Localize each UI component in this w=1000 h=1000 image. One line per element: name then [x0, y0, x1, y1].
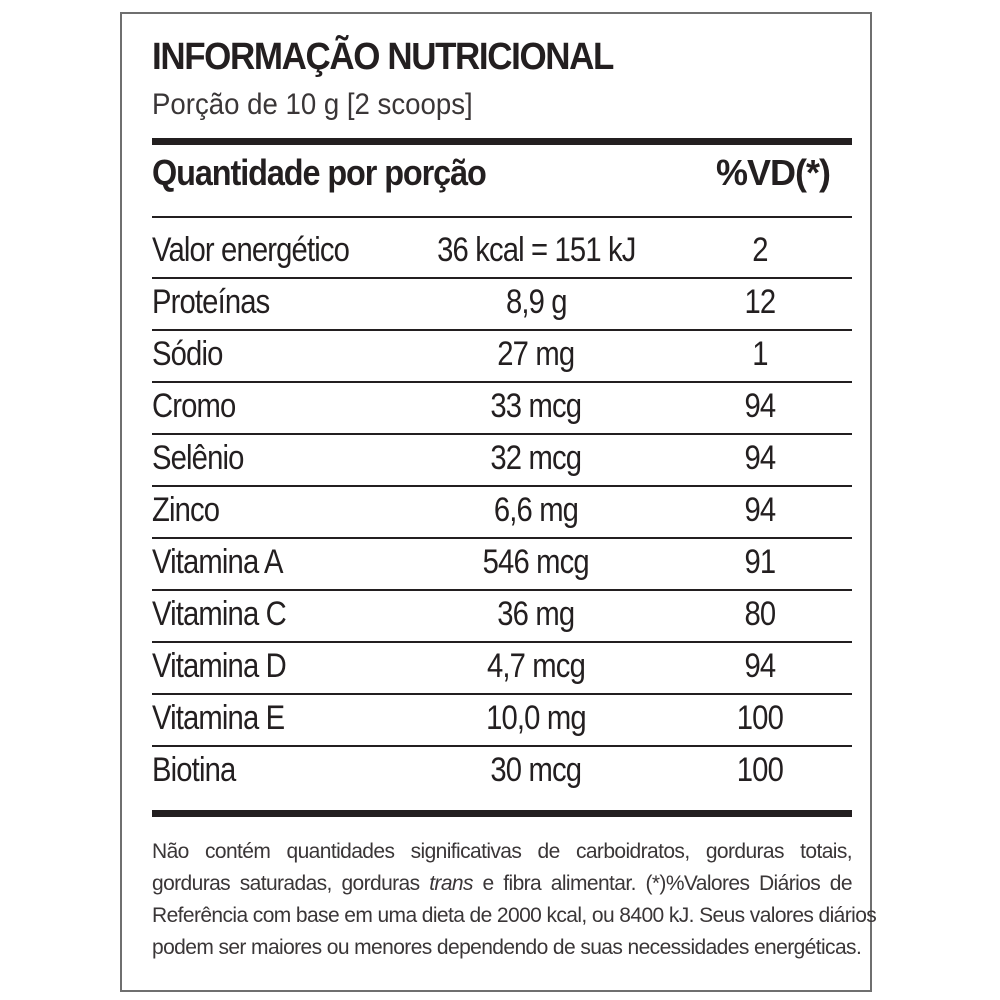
nutrient-name: Vitamina A [152, 543, 284, 581]
nutrient-row-vitamin-e: Vitamina E 10,0 mg 100 [152, 695, 852, 747]
footnote-line: Não contém quantidades significativas de… [152, 840, 853, 863]
nutrient-row-vitamin-a: Vitamina A 546 mcg 91 [152, 539, 852, 591]
nutrient-row-sodium: Sódio 27 mg 1 [152, 331, 852, 383]
nutrient-row-selenium: Selênio 32 mcg 94 [152, 435, 852, 487]
nutrient-daily-value: 80 [744, 595, 777, 633]
nutrient-amount: 30 mcg [490, 751, 583, 789]
nutrient-amount: 8,9 g [505, 283, 568, 321]
nutrient-amount: 4,7 mcg [487, 647, 586, 685]
nutrient-daily-value: 1 [752, 335, 768, 373]
nutrient-table: Valor energético 36 kcal = 151 kJ 2 Prot… [152, 227, 852, 799]
nutrient-amount: 36 mg [497, 595, 576, 633]
nutrient-amount: 32 mcg [490, 439, 583, 477]
footnote-line: podem ser maiores ou menores dependendo … [152, 936, 862, 959]
daily-value-header: %VD(*) [715, 152, 831, 193]
nutrient-row-energy: Valor energético 36 kcal = 151 kJ 2 [152, 227, 852, 279]
nutrient-name: Vitamina C [152, 595, 287, 633]
portion-size: Porção de 10 g [2 scoops] [152, 88, 473, 121]
header-bottom-rule [152, 216, 852, 218]
nutrient-name: Zinco [152, 491, 220, 529]
nutrient-name: Biotina [152, 751, 236, 789]
nutrient-amount: 36 kcal = 151 kJ [436, 231, 636, 269]
nutrient-amount: 10,0 mg [486, 699, 586, 737]
nutrient-daily-value: 100 [736, 751, 784, 789]
nutrient-amount: 27 mg [497, 335, 576, 373]
footnote-text: e fibra alimentar. (*)%Valores Diários d… [482, 872, 853, 895]
nutrient-daily-value: 94 [744, 387, 777, 425]
nutrient-name: Valor energético [152, 231, 350, 269]
footnote-text: gorduras saturadas, gorduras [152, 872, 420, 895]
nutrition-facts-label: INFORMAÇÃO NUTRICIONAL Porção de 10 g [2… [120, 12, 877, 992]
footnote-line: Referência com base em uma dieta de 2000… [152, 904, 877, 927]
quantity-header: Quantidade por porção [152, 152, 487, 193]
label-title: INFORMAÇÃO NUTRICIONAL [152, 36, 614, 78]
nutrient-daily-value: 94 [744, 439, 777, 477]
nutrient-name: Selênio [152, 439, 244, 477]
nutrient-row-vitamin-c: Vitamina C 36 mg 80 [152, 591, 852, 643]
nutrient-name: Vitamina D [152, 647, 287, 685]
nutrient-name: Sódio [152, 335, 223, 373]
footnote-line: gorduras saturadas, gorduras trans e fib… [152, 868, 853, 900]
nutrient-row-vitamin-d: Vitamina D 4,7 mcg 94 [152, 643, 852, 695]
nutrient-daily-value: 94 [744, 491, 777, 529]
header-top-rule [152, 138, 852, 145]
nutrient-daily-value: 100 [736, 699, 784, 737]
nutrient-row-zinc: Zinco 6,6 mg 94 [152, 487, 852, 539]
nutrient-row-chromium: Cromo 33 mcg 94 [152, 383, 852, 435]
nutrient-daily-value: 91 [744, 543, 777, 581]
nutrient-daily-value: 94 [744, 647, 777, 685]
nutrient-row-protein: Proteínas 8,9 g 12 [152, 279, 852, 331]
nutrient-name: Cromo [152, 387, 236, 425]
nutrient-daily-value: 12 [744, 283, 777, 321]
nutrient-amount: 6,6 mg [493, 491, 579, 529]
nutrient-name: Vitamina E [152, 699, 285, 737]
nutrient-amount: 546 mcg [482, 543, 590, 581]
nutrient-amount: 33 mcg [490, 387, 583, 425]
nutrient-daily-value: 2 [752, 231, 768, 269]
footnote: Não contém quantidades significativas de… [152, 836, 877, 964]
nutrient-name: Proteínas [152, 283, 270, 321]
nutrient-row-biotin: Biotina 30 mcg 100 [152, 747, 852, 799]
footnote-italic-text: trans [429, 872, 473, 895]
table-bottom-rule [152, 810, 852, 817]
